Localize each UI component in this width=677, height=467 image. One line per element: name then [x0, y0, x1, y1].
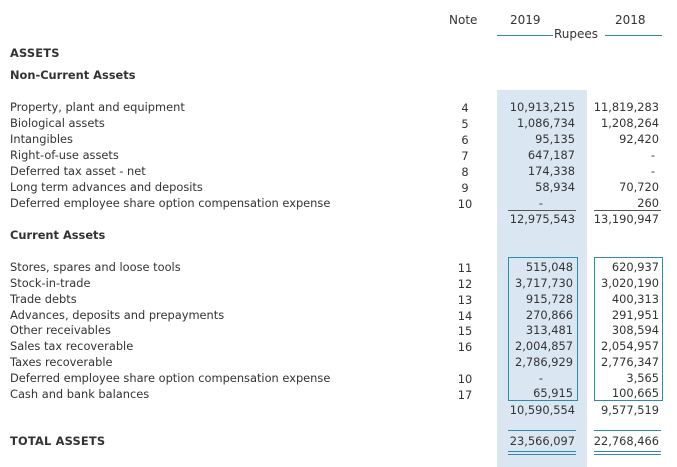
assets-heading: ASSETS — [10, 46, 60, 60]
row-note: 9 — [461, 181, 469, 195]
total-double-rule-2018-a — [594, 451, 661, 452]
row-2019: 58,934 — [535, 180, 575, 194]
row-2019: - — [538, 371, 543, 385]
row-2019: 915,728 — [525, 292, 573, 306]
current-total-2019: 10,590,554 — [509, 403, 575, 417]
row-label: Biological assets — [10, 116, 105, 130]
row-label: Other receivables — [10, 323, 111, 337]
row-2018: 2,776,347 — [601, 355, 659, 369]
total-double-rule-2019-b — [508, 454, 576, 455]
row-note: 4 — [461, 101, 469, 115]
total-top-rule-2019 — [508, 430, 576, 431]
row-2018: 400,313 — [611, 292, 659, 306]
row-2019: 313,481 — [525, 323, 573, 337]
current-assets-box-2019 — [508, 257, 578, 401]
row-2019: 65,915 — [533, 386, 573, 400]
row-note: 11 — [457, 261, 473, 275]
row-note: 14 — [457, 309, 473, 323]
row-2019: 95,135 — [535, 132, 575, 146]
total-double-rule-2018-b — [594, 454, 661, 455]
rupees-line-right — [605, 35, 662, 36]
year-2018-header: 2018 — [615, 13, 646, 27]
total-double-rule-2019-a — [508, 451, 576, 452]
row-label: Trade debts — [10, 292, 77, 306]
row-2018: 100,665 — [611, 386, 659, 400]
non-current-subtotal-rule-2019 — [508, 210, 576, 211]
row-2018: 92,420 — [619, 132, 659, 146]
note-column-header: Note — [449, 13, 478, 27]
row-2018: 260 — [637, 196, 659, 210]
row-note: 12 — [457, 277, 473, 291]
row-2018: 620,937 — [611, 260, 659, 274]
row-note: 8 — [461, 165, 469, 179]
year-2019-header: 2019 — [510, 13, 541, 27]
row-2018: 70,720 — [619, 180, 659, 194]
row-label: Intangibles — [10, 132, 73, 146]
non-current-total-2019: 12,975,543 — [509, 212, 575, 226]
row-label: Taxes recoverable — [10, 355, 113, 369]
current-assets-box-2018 — [594, 257, 663, 401]
row-label: Deferred tax asset - net — [10, 164, 146, 178]
currency-unit: Rupees — [554, 27, 599, 41]
row-label: Sales tax recoverable — [10, 339, 134, 353]
row-2019: 3,717,730 — [515, 276, 573, 290]
row-2019: 174,338 — [527, 164, 575, 178]
row-note: 16 — [457, 340, 473, 354]
row-label: Property, plant and equipment — [10, 100, 185, 114]
row-note: 10 — [457, 372, 473, 386]
row-2019: 10,913,215 — [509, 100, 575, 114]
current-year-highlight — [497, 90, 587, 467]
non-current-total-2018: 13,190,947 — [593, 212, 659, 226]
row-note: 17 — [457, 388, 473, 402]
row-label: Advances, deposits and prepayments — [10, 308, 225, 322]
row-2018: - — [650, 148, 655, 162]
row-2018: - — [650, 164, 655, 178]
non-current-assets-heading: Non-Current Assets — [10, 68, 136, 82]
row-2019: 647,187 — [527, 148, 575, 162]
row-label: Deferred employee share option compensat… — [10, 371, 331, 385]
row-2019: 515,048 — [525, 260, 573, 274]
total-assets-2019: 23,566,097 — [509, 434, 575, 448]
row-2018: 3,565 — [626, 371, 659, 385]
row-label: Stores, spares and loose tools — [10, 260, 181, 274]
row-2019: 1,086,734 — [517, 116, 575, 130]
row-2018: 308,594 — [611, 323, 659, 337]
row-2018: 2,054,957 — [601, 339, 659, 353]
total-assets-label: TOTAL ASSETS — [10, 434, 106, 448]
total-assets-2018: 22,768,466 — [593, 434, 659, 448]
row-label: Long term advances and deposits — [10, 180, 203, 194]
row-label: Deferred employee share option compensat… — [10, 196, 331, 210]
row-note: 6 — [461, 133, 469, 147]
non-current-subtotal-rule-2018 — [594, 210, 661, 211]
row-2019: 2,786,929 — [515, 355, 573, 369]
row-note: 10 — [457, 197, 473, 211]
total-top-rule-2018 — [594, 430, 661, 431]
row-note: 15 — [457, 324, 473, 338]
row-2018: 3,020,190 — [601, 276, 659, 290]
row-2018: 1,208,264 — [601, 116, 659, 130]
row-2019: 2,004,857 — [515, 339, 573, 353]
row-note: 7 — [461, 149, 469, 163]
row-label: Right-of-use assets — [10, 148, 119, 162]
current-total-2018: 9,577,519 — [601, 403, 659, 417]
row-2019: - — [538, 196, 543, 210]
rupees-line-left — [497, 35, 553, 36]
row-2018: 11,819,283 — [593, 100, 659, 114]
current-assets-heading: Current Assets — [10, 228, 106, 242]
row-note: 5 — [461, 117, 469, 131]
row-note: 13 — [457, 293, 473, 307]
row-label: Stock-in-trade — [10, 276, 91, 290]
row-label: Cash and bank balances — [10, 387, 150, 401]
row-2018: 291,951 — [611, 308, 659, 322]
row-2019: 270,866 — [525, 308, 573, 322]
